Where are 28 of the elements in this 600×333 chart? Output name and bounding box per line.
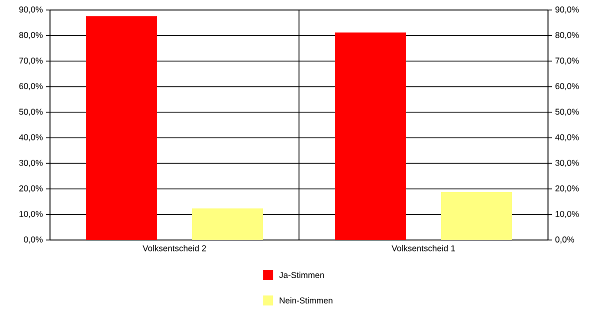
y-tick-label: 0,0% — [555, 236, 574, 244]
y2-tick-label: 80,0% — [19, 32, 43, 40]
y-tick-label: 60,0% — [555, 83, 579, 90]
bar — [441, 192, 512, 240]
legend-label: Nein-Stimmen — [280, 297, 332, 304]
legend-label: Ja-Stimmen — [279, 272, 324, 278]
y2-tick-label: 90,0% — [19, 6, 43, 14]
y2-tick-label: 70,0% — [19, 58, 43, 65]
y2-tick-label: 40,0% — [19, 134, 43, 142]
y2-tick-label: 20,0% — [19, 185, 43, 192]
y-tick-label: 20,0% — [555, 185, 579, 192]
y-tick-label: 50,0% — [555, 108, 579, 116]
y2-tick-label: 30,0% — [19, 160, 43, 167]
y2-tick-label: 0,0% — [24, 236, 43, 244]
bar — [192, 208, 263, 240]
y2-tick-label: 60,0% — [19, 83, 43, 90]
y-tick-label: 30,0% — [555, 160, 579, 167]
y2-tick-label: 50,0% — [19, 108, 43, 116]
y2-tick-label: 10,0% — [20, 210, 43, 218]
x-tick-label: Volksentscheid 1 — [392, 245, 455, 252]
y-tick-label: 80,0% — [555, 32, 579, 40]
y-tick-label: 70,0% — [555, 58, 579, 65]
y-tick-label: 40,0% — [555, 134, 579, 142]
y-tick-label: 10,0% — [556, 210, 579, 218]
bar — [335, 32, 406, 240]
bar — [86, 16, 157, 240]
x-tick-label: Volksentscheid 2 — [142, 245, 206, 252]
y-tick-label: 90,0% — [555, 6, 579, 14]
